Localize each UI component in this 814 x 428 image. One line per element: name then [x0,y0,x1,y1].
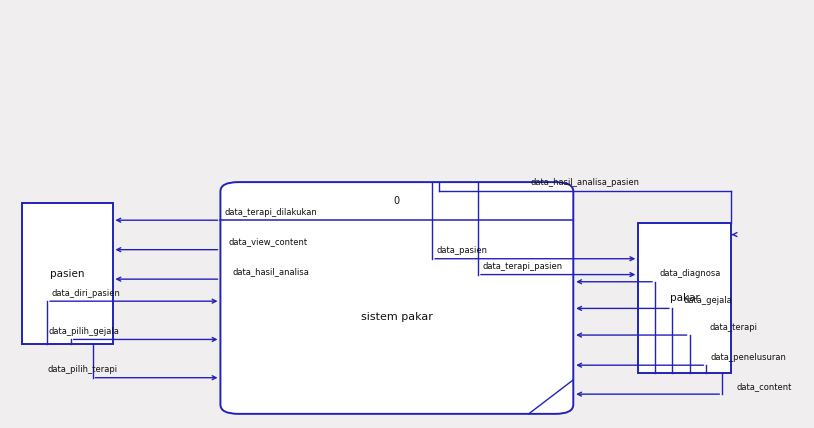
Text: data_gejala: data_gejala [684,296,733,305]
Text: data_terapi_dilakukan: data_terapi_dilakukan [225,208,317,217]
Text: data_hasil_analisa_pasien: data_hasil_analisa_pasien [531,178,640,187]
Text: data_terapi_pasien: data_terapi_pasien [482,262,562,271]
FancyBboxPatch shape [22,203,112,344]
Text: data_terapi: data_terapi [710,323,758,332]
Text: pasien: pasien [50,268,85,279]
Text: 0: 0 [394,196,400,206]
Text: data_content: data_content [737,382,792,391]
Text: data_diri_pasien: data_diri_pasien [51,289,120,298]
FancyBboxPatch shape [638,223,732,374]
Text: data_pilih_terapi: data_pilih_terapi [47,366,117,374]
Text: pakar: pakar [670,293,700,303]
Text: data_diagnosa: data_diagnosa [659,269,720,278]
Text: data_view_content: data_view_content [229,237,308,246]
FancyBboxPatch shape [221,182,573,414]
Text: data_pasien: data_pasien [436,247,488,256]
Text: data_hasil_analisa: data_hasil_analisa [233,267,309,276]
Text: data_penelusuran: data_penelusuran [711,353,786,362]
Text: data_pilih_gejala: data_pilih_gejala [48,327,119,336]
Text: sistem pakar: sistem pakar [361,312,433,322]
